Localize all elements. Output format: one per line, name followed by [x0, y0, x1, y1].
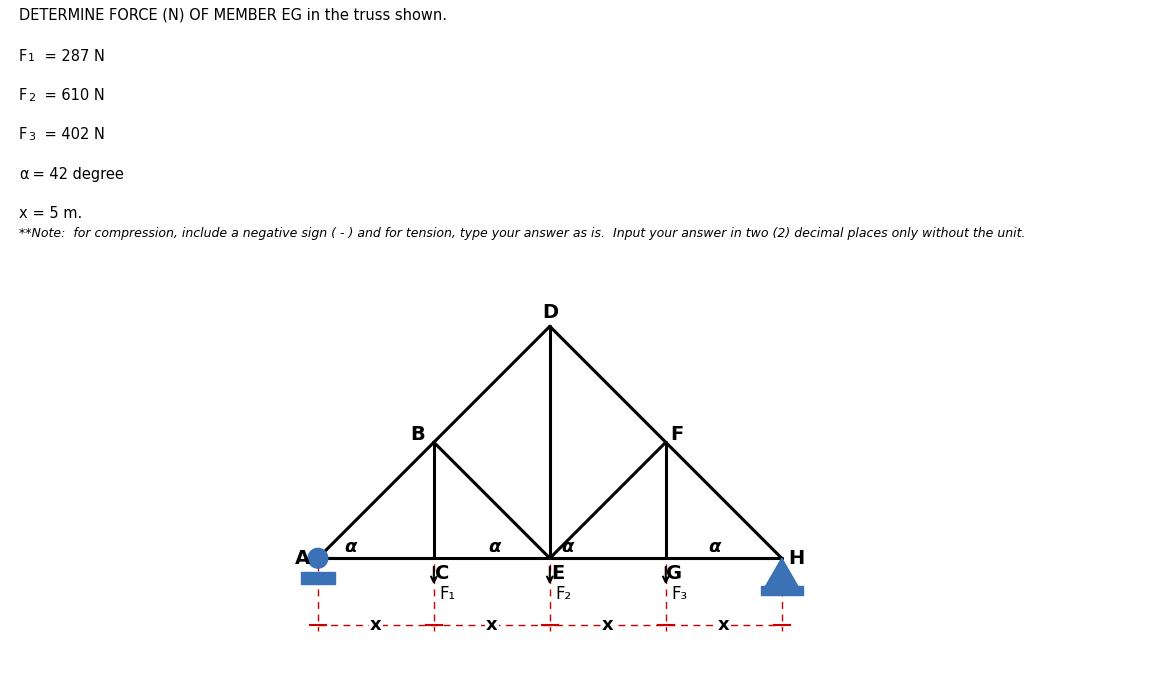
Text: B: B	[410, 425, 425, 443]
Text: A: A	[295, 549, 310, 568]
Circle shape	[308, 548, 328, 568]
Text: 3: 3	[28, 132, 35, 142]
Text: 1: 1	[28, 53, 35, 63]
Text: α: α	[709, 537, 720, 556]
Text: F: F	[19, 49, 27, 64]
Text: = 42 degree: = 42 degree	[28, 167, 125, 182]
Text: = 610 N: = 610 N	[40, 89, 105, 104]
Text: x: x	[19, 206, 27, 221]
Text: x: x	[718, 616, 730, 635]
Text: **Note:  for compression, include a negative sign ( - ) and for tension, type yo: **Note: for compression, include a negat…	[19, 227, 1026, 240]
Bar	[301, 572, 335, 584]
Text: x: x	[486, 616, 498, 635]
Text: = 402 N: = 402 N	[40, 127, 105, 142]
Polygon shape	[764, 558, 799, 588]
Text: H: H	[788, 549, 805, 568]
Text: = 5 m.: = 5 m.	[28, 206, 82, 221]
Text: x: x	[370, 616, 382, 635]
Text: F₁: F₁	[439, 585, 456, 603]
Text: F: F	[671, 425, 684, 443]
Text: x: x	[602, 616, 613, 635]
Text: F: F	[19, 127, 27, 142]
Bar	[761, 586, 803, 595]
Text: C: C	[435, 564, 449, 583]
Text: DETERMINE FORCE (N) OF MEMBER EG in the truss shown.: DETERMINE FORCE (N) OF MEMBER EG in the …	[19, 7, 446, 22]
Text: 2: 2	[28, 93, 35, 103]
Text: F: F	[19, 89, 27, 104]
Text: D: D	[542, 303, 558, 322]
Text: G: G	[666, 564, 681, 583]
Text: α: α	[19, 167, 28, 182]
Text: E: E	[551, 564, 564, 583]
Text: α: α	[344, 537, 356, 556]
Text: F₃: F₃	[672, 585, 687, 603]
Text: = 287 N: = 287 N	[40, 49, 105, 64]
Text: α: α	[560, 537, 573, 556]
Text: α: α	[488, 537, 501, 556]
Text: F₂: F₂	[556, 585, 572, 603]
